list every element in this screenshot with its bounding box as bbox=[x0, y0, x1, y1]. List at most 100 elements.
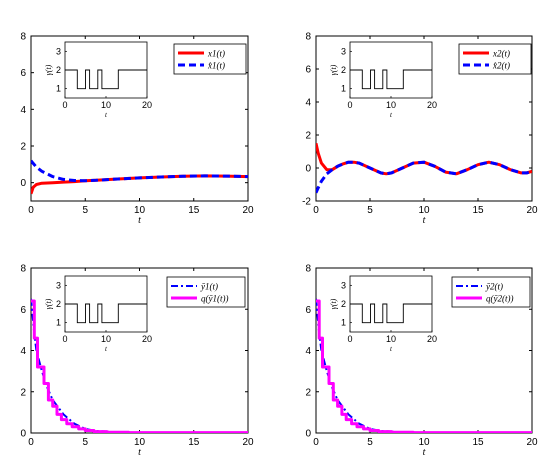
inset-x-tick-label: 10 bbox=[386, 100, 396, 110]
series-line-2 bbox=[316, 299, 532, 433]
inset-switching-signal bbox=[350, 69, 432, 90]
inset-x-tick-label: 20 bbox=[142, 100, 152, 110]
inset-plot: 0 10 20 1 2 3 t γ(t) bbox=[329, 275, 437, 353]
series-line-2 bbox=[31, 299, 248, 433]
inset-y-tick-label: 1 bbox=[341, 318, 346, 328]
inset-y-tick-label: 2 bbox=[56, 299, 61, 309]
legend-box bbox=[451, 276, 531, 308]
x-tick-label: 10 bbox=[418, 437, 430, 448]
x-tick-label: 20 bbox=[242, 437, 254, 448]
legend-label-2: q(ȳ2(t)) bbox=[486, 294, 513, 304]
legend-label-2: x̂1(t) bbox=[207, 61, 225, 71]
legend: x2(t) x̂2(t) bbox=[458, 43, 532, 75]
inset-y-tick-label: 3 bbox=[341, 46, 346, 56]
inset-x-tick-label: 20 bbox=[142, 334, 152, 344]
y-tick-label: 0 bbox=[20, 178, 26, 189]
inset-x-axis-label: t bbox=[390, 345, 393, 353]
inset-y-axis-label: γ(t) bbox=[44, 298, 53, 309]
legend-box bbox=[166, 276, 246, 308]
legend-label-1: x2(t) bbox=[492, 49, 510, 59]
inset-y-axis-label: γ(t) bbox=[329, 298, 338, 309]
y-tick-label: 2 bbox=[305, 387, 311, 398]
x-axis-label: t bbox=[138, 447, 141, 458]
inset-switching-signal bbox=[65, 303, 147, 324]
legend-box bbox=[458, 43, 532, 75]
inset-y-tick-label: 2 bbox=[341, 299, 346, 309]
chart-panel-3: 0 5 10 15 20 0 2 4 6 8 t 0 10 20 1 2 3 t γ(t) ȳ1(t) q(ȳ1(t)) bbox=[20, 264, 254, 459]
inset-y-tick-label: 2 bbox=[341, 65, 346, 75]
inset-plot: 0 10 20 1 2 3 t γ(t) bbox=[329, 41, 437, 119]
legend: x1(t) x̂1(t) bbox=[173, 43, 247, 75]
inset-y-tick-label: 1 bbox=[341, 84, 346, 94]
x-tick-label: 10 bbox=[418, 205, 430, 216]
x-tick-label: 15 bbox=[472, 437, 484, 448]
y-tick-label: 8 bbox=[20, 32, 26, 43]
inset-x-axis-label: t bbox=[390, 111, 393, 119]
y-tick-label: -2 bbox=[302, 197, 311, 208]
x-tick-label: 5 bbox=[367, 205, 373, 216]
inset-x-tick-label: 0 bbox=[62, 100, 67, 110]
inset-y-tick-label: 3 bbox=[56, 46, 61, 56]
x-axis-label: t bbox=[423, 215, 426, 226]
legend-label-2: x̂2(t) bbox=[492, 61, 510, 71]
y-tick-label: 2 bbox=[305, 131, 311, 142]
x-tick-label: 15 bbox=[188, 437, 200, 448]
series-line-2 bbox=[31, 159, 248, 183]
y-tick-label: 6 bbox=[305, 305, 311, 316]
legend: ȳ2(t) q(ȳ2(t)) bbox=[451, 276, 531, 308]
inset-y-tick-label: 1 bbox=[56, 84, 61, 94]
y-tick-label: 4 bbox=[20, 105, 26, 116]
legend-label-2: q(ȳ1(t)) bbox=[201, 294, 228, 304]
legend-box bbox=[173, 43, 247, 75]
inset-x-tick-label: 10 bbox=[101, 334, 111, 344]
x-axis-label: t bbox=[138, 215, 141, 226]
y-tick-label: 0 bbox=[20, 429, 26, 440]
inset-switching-signal bbox=[350, 303, 432, 324]
chart-panel-4: 0 5 10 15 20 0 2 4 6 8 t 0 10 20 1 2 3 t γ(t) ȳ2(t) q(ȳ2(t)) bbox=[305, 264, 538, 459]
y-tick-label: 8 bbox=[305, 264, 311, 275]
y-tick-label: 6 bbox=[20, 305, 26, 316]
inset-x-axis-label: t bbox=[105, 345, 108, 353]
x-tick-label: 20 bbox=[526, 437, 538, 448]
inset-x-tick-label: 0 bbox=[62, 334, 67, 344]
inset-x-tick-label: 10 bbox=[386, 334, 396, 344]
inset-x-tick-label: 0 bbox=[347, 334, 352, 344]
inset-x-tick-label: 10 bbox=[101, 100, 111, 110]
series-line-1 bbox=[316, 142, 532, 176]
inset-x-tick-label: 20 bbox=[427, 100, 437, 110]
y-tick-label: 6 bbox=[20, 68, 26, 79]
x-tick-label: 20 bbox=[526, 205, 538, 216]
x-tick-label: 15 bbox=[188, 205, 200, 216]
inset-y-tick-label: 3 bbox=[341, 280, 346, 290]
legend-label-1: ȳ2(t) bbox=[485, 282, 503, 292]
x-tick-label: 5 bbox=[82, 437, 88, 448]
y-tick-label: 2 bbox=[20, 142, 26, 153]
x-tick-label: 0 bbox=[313, 205, 319, 216]
x-tick-label: 0 bbox=[28, 437, 34, 448]
x-tick-label: 5 bbox=[367, 437, 373, 448]
series-line-2 bbox=[316, 160, 532, 194]
inset-plot: 0 10 20 1 2 3 t γ(t) bbox=[44, 41, 152, 119]
x-tick-label: 15 bbox=[472, 205, 484, 216]
inset-plot: 0 10 20 1 2 3 t γ(t) bbox=[44, 275, 152, 353]
inset-switching-signal bbox=[65, 69, 147, 90]
inset-y-axis-label: γ(t) bbox=[329, 64, 338, 75]
legend-label-1: x1(t) bbox=[207, 49, 225, 59]
inset-x-axis-label: t bbox=[105, 111, 108, 119]
y-tick-label: 4 bbox=[305, 346, 311, 357]
x-tick-label: 10 bbox=[134, 437, 146, 448]
y-tick-label: 4 bbox=[305, 98, 311, 109]
y-tick-label: 0 bbox=[305, 429, 311, 440]
legend-label-1: ȳ1(t) bbox=[200, 282, 218, 292]
chart-panel-1: 0 5 10 15 20 0 2 4 6 8 t 0 10 20 1 2 3 t γ(t) x1(t) x̂1(t) bbox=[20, 32, 254, 227]
y-tick-label: 6 bbox=[305, 65, 311, 76]
legend: ȳ1(t) q(ȳ1(t)) bbox=[166, 276, 246, 308]
inset-y-tick-label: 3 bbox=[56, 280, 61, 290]
x-tick-label: 10 bbox=[134, 205, 146, 216]
y-tick-label: 8 bbox=[20, 264, 26, 275]
x-tick-label: 0 bbox=[28, 205, 34, 216]
x-tick-label: 5 bbox=[82, 205, 88, 216]
inset-y-tick-label: 2 bbox=[56, 65, 61, 75]
